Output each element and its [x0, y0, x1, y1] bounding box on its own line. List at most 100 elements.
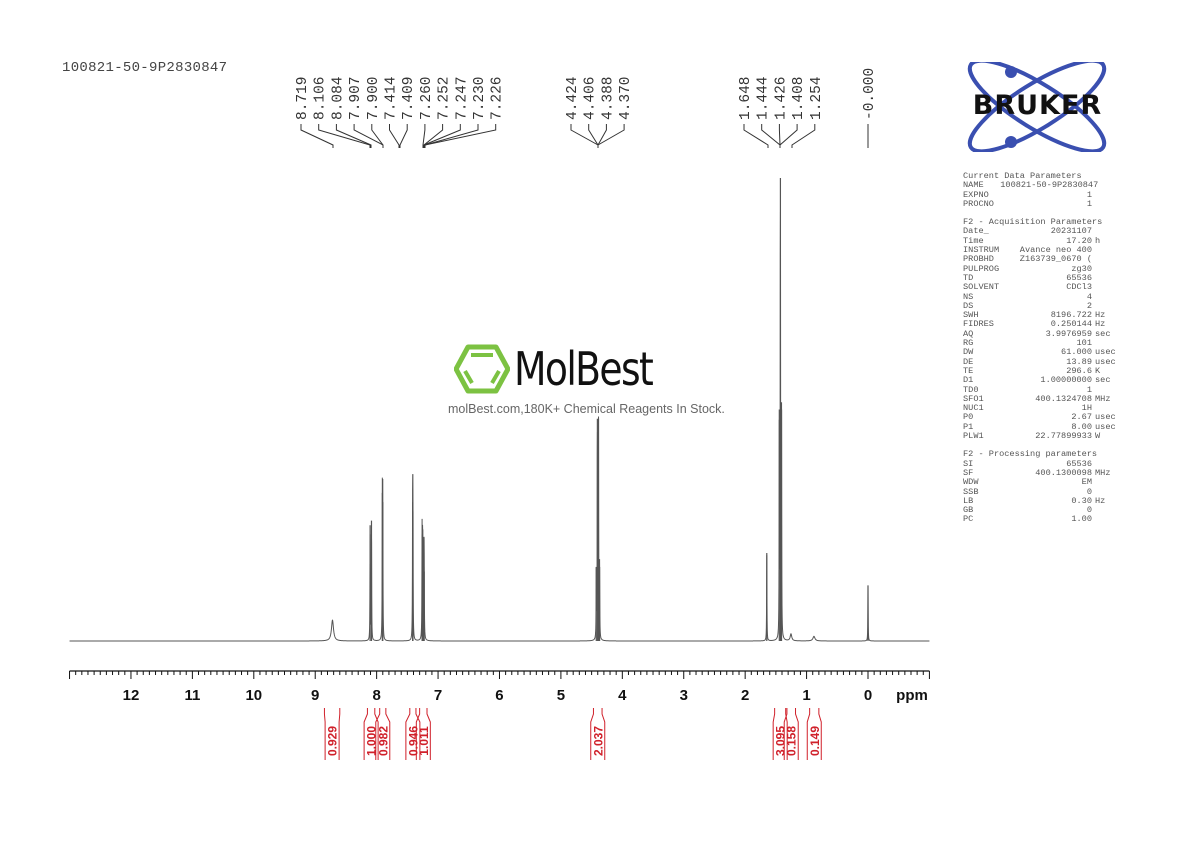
param-value: 1.00	[1071, 514, 1092, 525]
param-row: P1 8.00 usec	[963, 421, 1123, 432]
param-value: 65536	[1066, 272, 1092, 283]
param-row: DS 2	[963, 300, 1123, 311]
param-unit: MHz	[1095, 467, 1111, 478]
param-value: 1	[1086, 384, 1092, 395]
peak-shift-label: 7.247	[454, 76, 470, 120]
peak-shift-label: 7.230	[472, 76, 488, 120]
param-value: 20231107	[1050, 226, 1092, 237]
param-key: AQ	[963, 328, 974, 339]
param-key: Time	[963, 235, 984, 246]
param-value: 1	[1086, 198, 1092, 209]
param-value: 100821-50-9P2830847	[1000, 180, 1099, 191]
param-unit: Hz	[1095, 310, 1106, 321]
benzene-ring-icon	[454, 344, 510, 394]
param-key: PLW1	[963, 431, 984, 442]
molbest-watermark: MolBest molBest.com,180K+ Chemical Reage…	[448, 342, 748, 416]
param-unit: MHz	[1095, 393, 1111, 404]
axis-tick-label: 4	[618, 687, 627, 704]
param-row: Date_ 20231107	[963, 226, 1123, 237]
param-value: 8196.722	[1050, 310, 1092, 321]
param-row: NUC1 1H	[963, 403, 1123, 413]
param-row: GB 0	[963, 505, 1123, 516]
param-row: SOLVENT CDCl3	[963, 282, 1123, 292]
param-unit: usec	[1095, 356, 1116, 367]
param-key: INSTRUM	[963, 245, 1000, 256]
param-key: DE	[963, 356, 974, 367]
param-unit: usec	[1095, 347, 1116, 358]
param-row: PROCNO 1	[963, 198, 1123, 209]
param-unit: Hz	[1095, 319, 1106, 330]
param-value: 400.1300098	[1035, 467, 1092, 478]
param-value: 4	[1086, 291, 1092, 302]
peak-shift-label: -0.000	[862, 68, 878, 120]
peak-shift-label: 8.106	[313, 76, 329, 120]
param-key: FIDRES	[963, 319, 994, 330]
peak-shift-label: 7.414	[384, 76, 400, 120]
param-value: Z163739_0670 (	[1019, 254, 1092, 265]
param-row: TE 296.6 K	[963, 365, 1123, 376]
peak-shift-label: 4.370	[618, 76, 634, 120]
param-row: Time 17.20 h	[963, 235, 1123, 246]
param-unit	[1092, 200, 1123, 209]
param-key: WDW	[963, 477, 979, 488]
param-unit	[1092, 265, 1123, 274]
axis-tick-label: 8	[372, 687, 380, 704]
param-value: 61.000	[1061, 347, 1092, 358]
param-key: NAME	[963, 180, 984, 191]
param-unit	[1092, 506, 1123, 515]
param-value: 400.1324708	[1035, 393, 1092, 404]
peak-shift-label: 7.252	[437, 76, 453, 120]
param-unit: K	[1095, 365, 1101, 376]
param-row: NS 4	[963, 291, 1123, 302]
atom-orbit-icon	[967, 62, 1107, 152]
peak-shift-label: 4.424	[565, 76, 581, 120]
param-key: TD	[963, 272, 974, 283]
axis-tick-label: 0	[864, 687, 872, 704]
param-unit: sec	[1095, 375, 1111, 386]
param-unit	[1092, 191, 1123, 200]
processing-params-title: F2 - Processing parameters	[963, 449, 1098, 460]
param-key: P0	[963, 412, 974, 423]
param-row: PROBHD Z163739_0670 (	[963, 254, 1123, 265]
peak-shift-label: 7.409	[401, 76, 417, 120]
param-row: TD0 1	[963, 384, 1123, 395]
param-key: PROCNO	[963, 198, 994, 209]
acquisition-params-title: F2 - Acquisition Parameters	[963, 217, 1103, 228]
peak-shift-label: 7.907	[348, 76, 364, 120]
param-key: SFO1	[963, 393, 984, 404]
peak-shift-label: 1.408	[791, 76, 807, 120]
param-key: SWH	[963, 310, 979, 321]
param-value: EM	[1081, 477, 1092, 488]
param-value: 0.30	[1071, 495, 1092, 506]
axis-tick-label: 6	[495, 687, 503, 704]
param-row: LB 0.30 Hz	[963, 495, 1123, 506]
param-value: 22.77899933	[1035, 431, 1092, 442]
axis-unit-label: ppm	[896, 687, 928, 704]
param-value: 1.00000000	[1040, 375, 1092, 386]
param-value: 65536	[1066, 458, 1092, 469]
axis-tick-label: 5	[557, 687, 565, 704]
param-row: SF 400.1300098 MHz	[963, 467, 1123, 478]
param-value: zg30	[1071, 263, 1092, 274]
param-row: SSB 0	[963, 487, 1123, 497]
param-row: INSTRUM Avance neo 400	[963, 245, 1123, 256]
integral-value: 1.011	[417, 726, 431, 756]
param-row: FIDRES 0.250144 Hz	[963, 319, 1123, 330]
integral-value: 0.946	[406, 726, 420, 756]
integral-value: 0.149	[808, 726, 822, 756]
param-key: GB	[963, 505, 974, 516]
param-unit	[1092, 283, 1123, 292]
param-key: PC	[963, 514, 974, 525]
integral-value: 2.037	[591, 726, 605, 756]
param-value: 2.67	[1071, 412, 1092, 423]
param-row: NAME 100821-50-9P2830847	[963, 180, 1123, 191]
peak-shift-label: 7.260	[419, 76, 435, 120]
axis-tick-label: 1	[802, 687, 810, 704]
param-unit	[1092, 274, 1123, 283]
axis-tick-label: 11	[184, 687, 200, 704]
param-value: 2	[1086, 300, 1092, 311]
peak-shift-label: 1.254	[809, 76, 825, 120]
param-unit: usec	[1095, 421, 1116, 432]
param-key: SI	[963, 458, 974, 469]
